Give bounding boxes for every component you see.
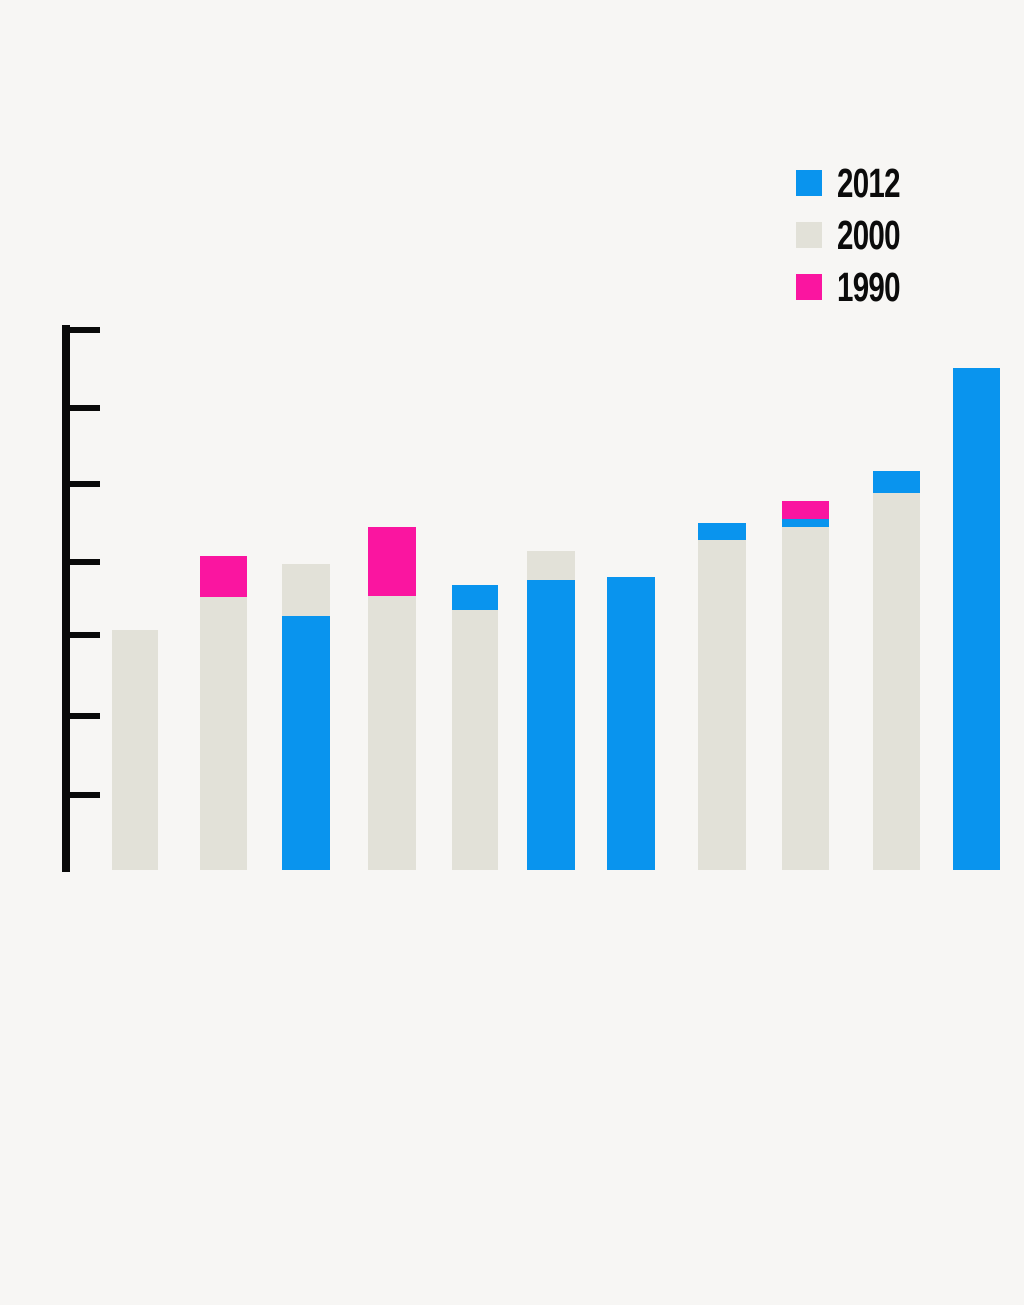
legend-swatch-1990 xyxy=(796,274,822,300)
y-axis-tick xyxy=(62,559,100,565)
y-axis-tick xyxy=(62,632,100,638)
bar-segment-2012 xyxy=(698,523,746,540)
legend-swatch-2012 xyxy=(796,170,822,196)
y-axis-line xyxy=(62,325,70,872)
bar-segment-2012 xyxy=(953,368,1000,870)
bar-segment-2012 xyxy=(607,577,655,870)
bar-segment-2000 xyxy=(452,610,498,870)
bar-segment-2012 xyxy=(873,471,920,493)
bar-segment-2000 xyxy=(527,551,575,580)
bar-segment-1990 xyxy=(200,556,247,597)
bar-segment-1990 xyxy=(368,527,416,596)
legend-item-2012: 2012 xyxy=(796,162,924,203)
legend-item-2000: 2000 xyxy=(796,214,924,255)
y-axis-tick xyxy=(62,481,100,487)
bar-segment-2000 xyxy=(112,630,158,870)
bar-segment-2000 xyxy=(368,596,416,870)
bar-segment-2000 xyxy=(200,597,247,870)
bar-segment-1990 xyxy=(782,501,829,519)
bar-segment-2012 xyxy=(452,585,498,610)
legend-label-2012: 2012 xyxy=(837,159,901,206)
bar-segment-2000 xyxy=(782,527,829,870)
legend-item-1990: 1990 xyxy=(796,266,924,307)
y-axis-tick xyxy=(62,405,100,411)
legend-label-2000: 2000 xyxy=(837,211,901,258)
bar-segment-2000 xyxy=(282,564,330,616)
legend-swatch-2000 xyxy=(796,222,822,248)
bar-segment-2012 xyxy=(282,616,330,870)
bar-segment-2000 xyxy=(873,493,920,870)
y-axis-tick xyxy=(62,792,100,798)
bar-segment-2012 xyxy=(782,519,829,527)
y-axis-tick xyxy=(62,327,100,333)
y-axis-tick xyxy=(62,713,100,719)
bar-segment-2012 xyxy=(527,580,575,870)
bar-segment-2000 xyxy=(698,540,746,870)
legend-label-1990: 1990 xyxy=(837,263,901,310)
